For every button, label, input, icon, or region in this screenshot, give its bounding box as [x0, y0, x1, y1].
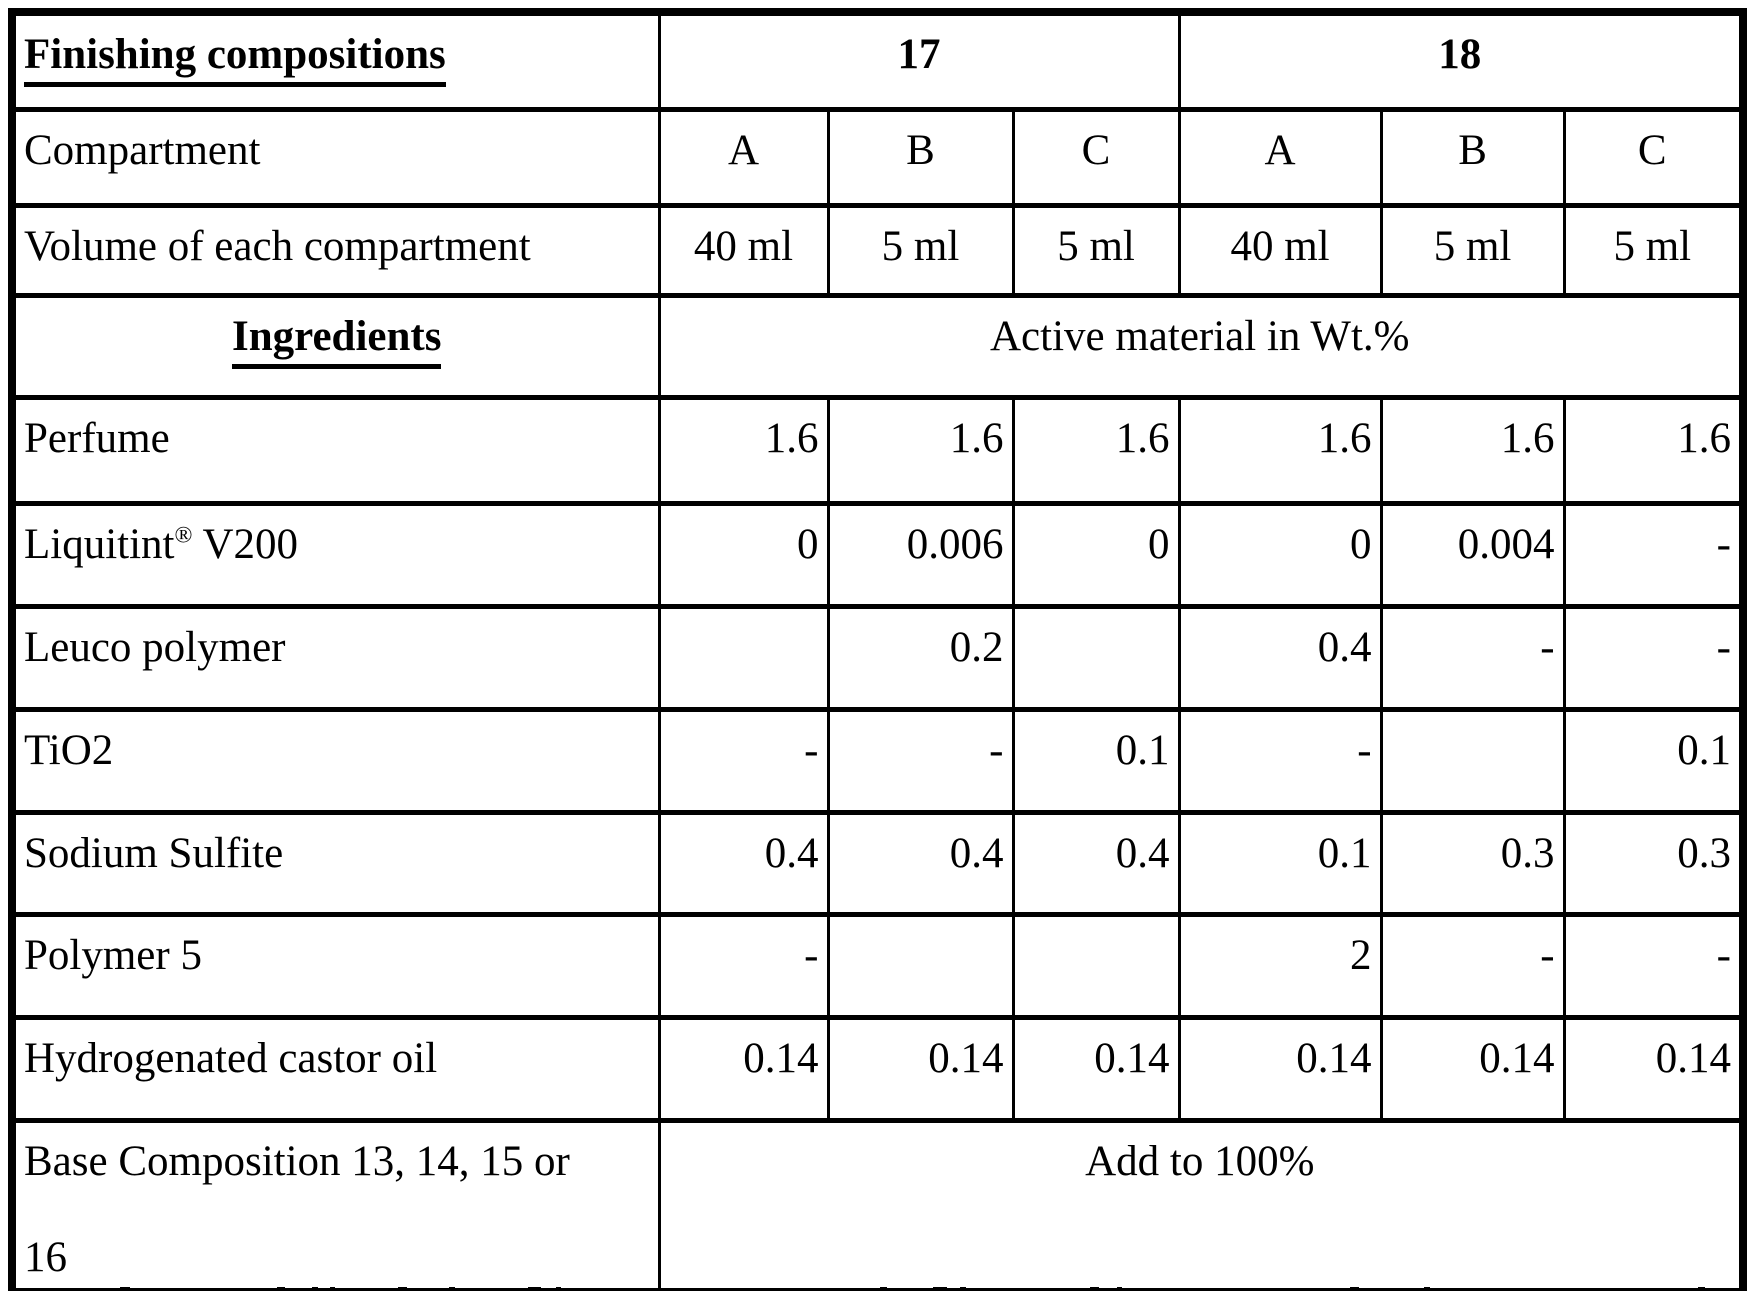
ingredient-row-tio2: TiO2 - - 0.1 - 0.1 [10, 706, 1745, 815]
ingredient-label: Polymer 5 [10, 911, 661, 1020]
value-cell: - [1177, 706, 1383, 815]
value-cell: - [657, 911, 830, 1020]
table-title: Finishing compositions [24, 30, 446, 88]
value-cell: 0.4 [1177, 603, 1383, 712]
value-cell: 0.006 [826, 500, 1015, 609]
value-cell: 0.4 [826, 809, 1015, 917]
ingredient-label: Perfume [10, 394, 661, 506]
composition-17-header: 17 [657, 9, 1181, 112]
value-cell: 0.14 [1379, 1014, 1566, 1123]
value-cell [1011, 603, 1181, 712]
value-cell: 0.004 [1379, 500, 1566, 609]
ingredient-row-hydrogenated-castor-oil: Hydrogenated castor oil 0.14 0.14 0.14 0… [10, 1014, 1745, 1123]
value-cell: 0.14 [1011, 1014, 1181, 1123]
ingredient-label-text: V200 [192, 520, 298, 568]
value-cell: 0.14 [826, 1014, 1015, 1123]
table-title-cell: Finishing compositions [10, 9, 661, 112]
value-cell: 0.14 [657, 1014, 830, 1123]
finishing-compositions-table: Finishing compositions 17 18 Compartment… [8, 8, 1747, 1291]
value-cell: - [1562, 500, 1745, 609]
ingredient-row-perfume: Perfume 1.6 1.6 1.6 1.6 1.6 1.6 [10, 394, 1745, 506]
compartment-cell: B [1379, 106, 1566, 208]
registered-trademark-symbol: ® [174, 522, 193, 549]
value-cell: 1.6 [1011, 394, 1181, 506]
value-cell: 1.6 [1379, 394, 1566, 506]
ingredient-label-text: Liquitint [24, 520, 175, 568]
value-cell [826, 911, 1015, 1020]
value-cell: 0.1 [1177, 809, 1383, 917]
base-composition-row: Base Composition 13, 14, 15 or 16 Add to… [10, 1117, 1745, 1291]
ingredient-row-sodium-sulfite: Sodium Sulfite 0.4 0.4 0.4 0.1 0.3 0.3 [10, 809, 1745, 917]
ingredients-header-row: Ingredients Active material in Wt.% [10, 292, 1745, 400]
volume-cell: 5 ml [1379, 202, 1566, 298]
base-composition-line2: 16 [24, 1233, 67, 1281]
volume-cell: 5 ml [1562, 202, 1745, 298]
value-cell: 0.2 [826, 603, 1015, 712]
value-cell: 0 [1177, 500, 1383, 609]
value-cell [657, 603, 830, 712]
row-label: Volume of each compartment [10, 202, 661, 298]
value-cell: 1.6 [1177, 394, 1383, 506]
value-cell: - [1379, 911, 1566, 1020]
value-cell: 0.14 [1562, 1014, 1745, 1123]
value-cell: 0.4 [1011, 809, 1181, 917]
ingredient-row-liquitint: Liquitint® V200 0 0.006 0 0 0.004 - [10, 500, 1745, 609]
value-cell: 0.1 [1562, 706, 1745, 815]
ingredients-header: Ingredients [232, 312, 442, 369]
compartment-cell: C [1011, 106, 1181, 208]
value-cell: - [1562, 911, 1745, 1020]
value-cell: 0 [657, 500, 830, 609]
ingredient-row-leuco-polymer: Leuco polymer 0.2 0.4 - - [10, 603, 1745, 712]
value-cell: - [1562, 603, 1745, 712]
volume-cell: 40 ml [657, 202, 830, 298]
value-cell: 1.6 [826, 394, 1015, 506]
active-material-header: Active material in Wt.% [657, 292, 1745, 400]
ingredient-label: Leuco polymer [10, 603, 661, 712]
value-cell: 1.6 [1562, 394, 1745, 506]
compartment-row: Compartment A B C A B C [10, 106, 1745, 208]
value-cell: 0.14 [1177, 1014, 1383, 1123]
add-to-100-cell: Add to 100% [657, 1117, 1745, 1291]
value-cell: 0.1 [1011, 706, 1181, 815]
value-cell [1011, 911, 1181, 1020]
value-cell: - [826, 706, 1015, 815]
ingredient-row-polymer-5: Polymer 5 - 2 - - [10, 911, 1745, 1020]
volume-cell: 40 ml [1177, 202, 1383, 298]
value-cell: - [1379, 603, 1566, 712]
value-cell: 0.3 [1379, 809, 1566, 917]
ingredients-header-cell: Ingredients [10, 292, 661, 400]
ingredient-label: Base Composition 13, 14, 15 or 16 [10, 1117, 661, 1291]
volume-row: Volume of each compartment 40 ml 5 ml 5 … [10, 202, 1745, 298]
volume-cell: 5 ml [1011, 202, 1181, 298]
compartment-cell: C [1562, 106, 1745, 208]
value-cell: 0 [1011, 500, 1181, 609]
compartment-cell: B [826, 106, 1015, 208]
row-label: Compartment [10, 106, 661, 208]
value-cell: 0.4 [657, 809, 830, 917]
base-composition-line1: Base Composition 13, 14, 15 or [24, 1137, 570, 1185]
composition-18-header: 18 [1177, 9, 1745, 112]
header-row: Finishing compositions 17 18 [10, 9, 1745, 112]
value-cell [1379, 706, 1566, 815]
ingredient-label: TiO2 [10, 706, 661, 815]
value-cell: 1.6 [657, 394, 830, 506]
ingredient-label: Hydrogenated castor oil [10, 1014, 661, 1123]
value-cell: 2 [1177, 911, 1383, 1020]
compartment-cell: A [657, 106, 830, 208]
volume-cell: 5 ml [826, 202, 1015, 298]
value-cell: - [657, 706, 830, 815]
ingredient-label: Sodium Sulfite [10, 809, 661, 917]
compartment-cell: A [1177, 106, 1383, 208]
value-cell: 0.3 [1562, 809, 1745, 917]
ingredient-label: Liquitint® V200 [10, 500, 661, 609]
